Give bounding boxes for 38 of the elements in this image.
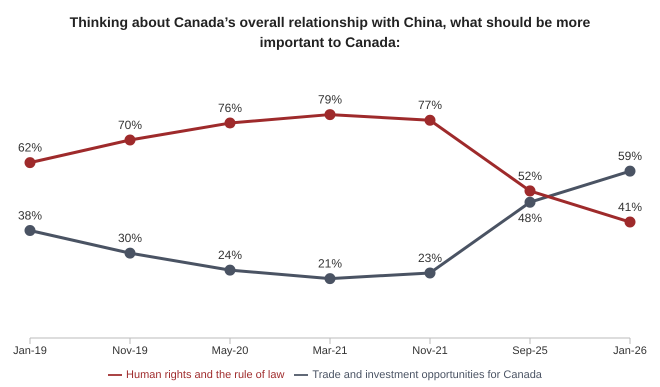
data-label: 62% [18,140,42,155]
point [424,267,436,278]
data-label: 41% [618,200,642,214]
point [124,134,136,146]
x-tick-label: Mar-21 [312,344,348,357]
point [324,273,336,284]
data-label: 59% [618,149,642,164]
legend-label: Trade and investment opportunities for Canada [312,368,542,381]
point [524,196,536,208]
point [24,157,36,168]
data-label: 38% [18,208,42,223]
data-label: 79% [318,92,342,107]
point [524,185,536,196]
chart-title: Thinking about Canada’s overall relationship with China, what should be more important to Canada: [68,13,592,52]
data-label: 70% [118,118,142,132]
point [424,114,436,126]
data-label: 24% [218,248,242,262]
legend-label: Human rights and the rule of law [126,368,284,381]
data-label: 48% [518,211,542,226]
data-label: 52% [518,168,542,183]
point [124,248,136,259]
data-label: 23% [418,250,442,265]
x-tick-label: Nov-19 [112,344,148,357]
point [24,225,36,236]
x-tick-label: Sep-25 [512,344,548,357]
point [224,264,236,276]
data-label: 21% [318,256,342,271]
point [624,216,636,228]
x-tick-label: Jan-26 [613,344,647,357]
data-label: 77% [418,98,442,112]
point [624,166,636,177]
x-tick-label: Nov-21 [412,344,448,357]
point [324,109,336,120]
point [224,118,236,129]
x-tick-label: Jan-19 [13,344,47,357]
data-label: 30% [118,231,142,246]
x-tick-label: May-20 [212,344,248,357]
data-label: 76% [218,101,242,116]
